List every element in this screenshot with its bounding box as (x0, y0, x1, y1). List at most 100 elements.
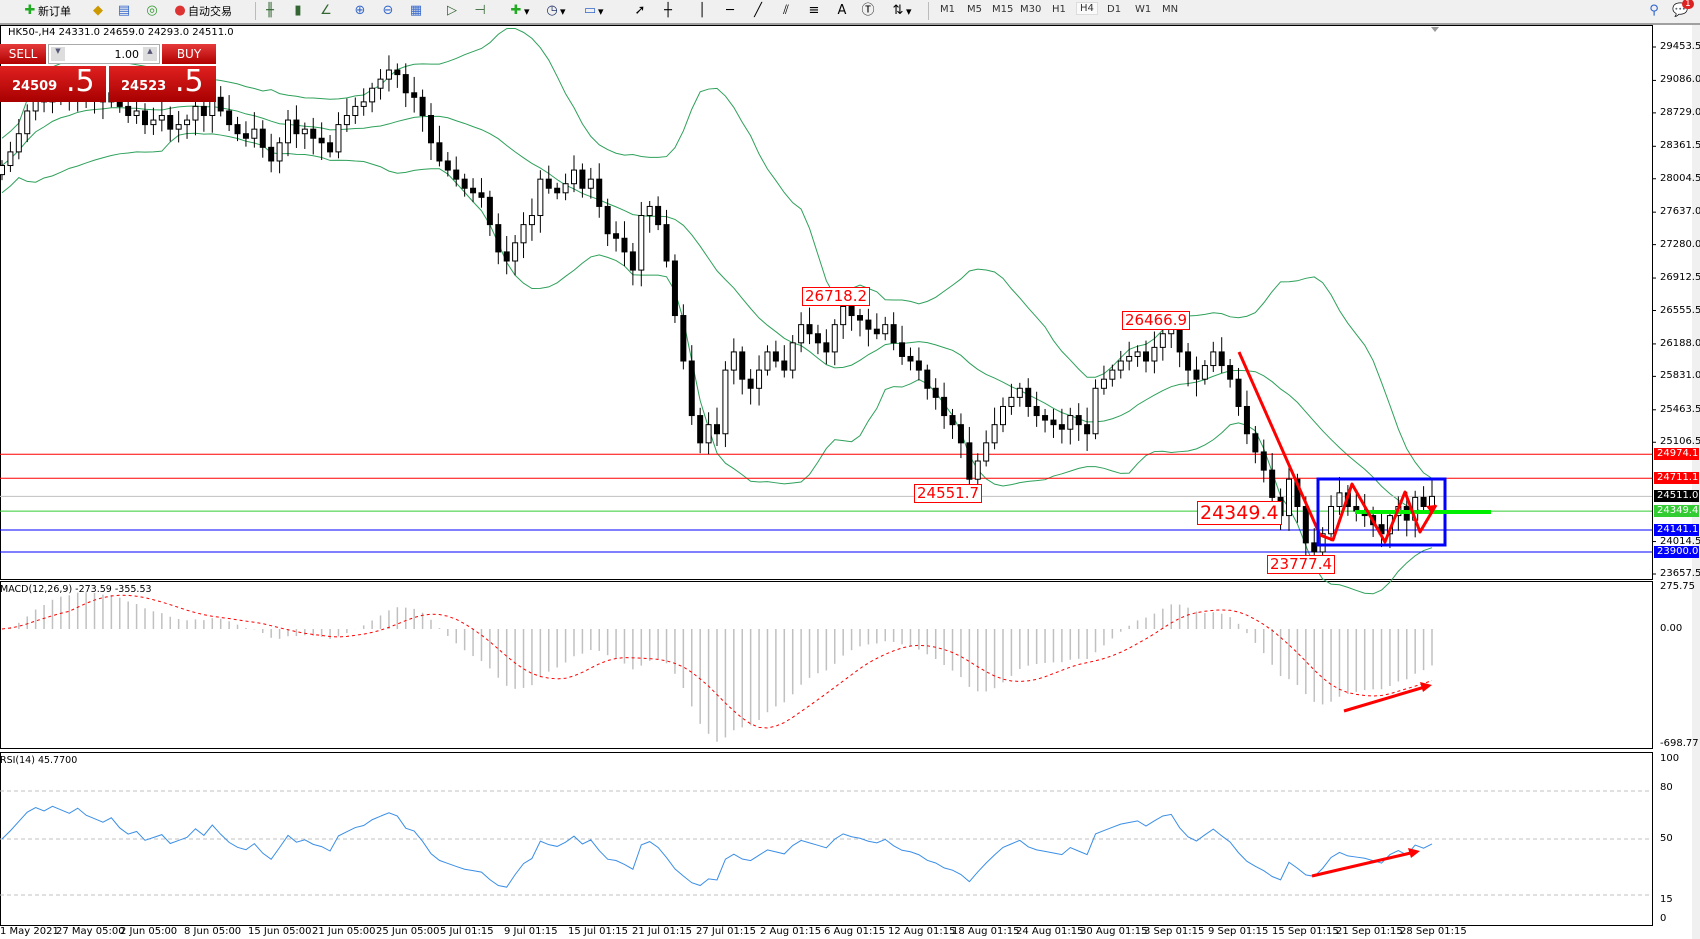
candle-bearish (747, 378, 754, 389)
candle-bullish (1126, 355, 1133, 362)
auto-scroll-button[interactable]: ▷ (444, 2, 460, 20)
candle-bearish (814, 333, 821, 344)
text-icon: A (837, 3, 847, 18)
notifications-button[interactable]: 💬 1 (1672, 0, 1694, 20)
candle-bullish (1286, 478, 1292, 517)
candle-bearish (1269, 469, 1276, 498)
timeframe-m1[interactable]: M1 (940, 4, 955, 15)
price-axis-label: 23657.5 (1660, 568, 1700, 579)
channel-button[interactable]: ⫽ (778, 2, 794, 20)
fibonacci-button[interactable]: ≡ (806, 2, 822, 20)
cursor-button[interactable]: ➚ (632, 2, 648, 20)
arrows-icon: ⇅ (892, 3, 904, 18)
timeframe-m5[interactable]: M5 (967, 4, 982, 15)
candle-bullish (764, 351, 771, 371)
price-annotation[interactable]: 23777.4 (1267, 555, 1336, 574)
timeframe-d1[interactable]: D1 (1107, 4, 1122, 15)
periods-button[interactable]: ◷ ▾ (544, 2, 565, 20)
candle-bearish (293, 119, 300, 135)
one-click-trading-panel: SELL ▼ 1.00 ▲ BUY 24509.5 24523.5 (0, 44, 216, 102)
time-axis-label: 12 Aug 01:15 (888, 926, 956, 937)
candle-bearish (419, 96, 426, 117)
rsi-axis-label: 50 (1660, 833, 1673, 844)
templates-button[interactable]: ▭ ▾ (583, 3, 604, 18)
candle-bearish (966, 442, 973, 480)
candle-bearish (200, 105, 207, 117)
candle-bullish (520, 224, 527, 244)
vertical-line-button[interactable]: │ (694, 2, 710, 20)
lot-stepper[interactable]: ▼ 1.00 ▲ (48, 44, 160, 64)
auto-trading-button[interactable]: ● 自动交易 (172, 2, 232, 20)
candle-bearish (1176, 328, 1183, 353)
level-tag: 24974.1 (1654, 448, 1699, 461)
search-button[interactable]: ⚲ (1646, 2, 1662, 20)
line-chart-button[interactable]: ∠ (318, 2, 334, 20)
crosshair-button[interactable]: ┼ (660, 2, 676, 20)
text-label-button[interactable]: Ⓣ (860, 2, 876, 20)
price-annotation[interactable]: 26466.9 (1122, 311, 1191, 330)
candle-bearish (915, 360, 922, 371)
timeframe-h4[interactable]: H4 (1076, 2, 1098, 15)
candle-bearish (596, 178, 603, 207)
increase-lot-icon[interactable]: ▲ (143, 47, 157, 61)
zoom-in-button[interactable]: ⊕ (352, 2, 368, 20)
buy-button[interactable]: BUY (162, 44, 216, 64)
price-annotation[interactable]: 24551.7 (914, 484, 983, 503)
price-axis-label: 25106.5 (1660, 436, 1700, 448)
candle-bearish (1143, 351, 1149, 362)
price-annotation[interactable]: 26718.2 (802, 287, 871, 306)
new-order-button[interactable]: ✚ 新订单 (22, 2, 71, 20)
candle-chart-button[interactable]: ▮ (290, 2, 306, 20)
buy-price[interactable]: 24523.5 (109, 64, 216, 102)
zoom-out-icon: ⊖ (382, 3, 394, 18)
toolbar: ✚ 新订单 ◆ ▤ ◎ ● 自动交易 ╫ ▮ ∠ ⊕ ⊖ ▦ ▷ ⊣ ✚ ▾ ◷ ▾ ▭… (0, 0, 1700, 25)
crosshair-icon: ┼ (664, 3, 672, 18)
time-axis-label: 15 Jun 05:00 (248, 926, 312, 937)
candle-bullish (276, 142, 283, 162)
candle-bullish (7, 151, 14, 167)
trendline-button[interactable]: ╱ (750, 2, 766, 20)
price-annotation[interactable]: 24349.4 (1197, 501, 1282, 525)
bar-chart-button[interactable]: ╫ (262, 2, 278, 20)
sell-button[interactable]: SELL (0, 44, 46, 64)
signals-button[interactable]: ◎ (144, 2, 160, 20)
candle-bearish (899, 342, 906, 357)
bollinger-lower (1, 132, 1433, 595)
timeframe-w1[interactable]: W1 (1135, 4, 1152, 15)
horizontal-line-icon: ─ (726, 3, 734, 18)
market-watch-button[interactable]: ◆ (90, 2, 106, 20)
arrows-button[interactable]: ⇅ ▾ (890, 2, 912, 20)
chart-shift-button[interactable]: ⊣ (472, 2, 488, 20)
timeframe-mn[interactable]: MN (1162, 4, 1179, 15)
timeframe-m30[interactable]: M30 (1020, 4, 1042, 15)
text-button[interactable]: A (834, 2, 850, 20)
candle-bullish (301, 128, 308, 135)
timeframe-h1[interactable]: H1 (1052, 4, 1066, 15)
candle-bullish (1201, 365, 1208, 380)
bar-chart-icon: ╫ (266, 3, 274, 18)
candle-bullish (377, 78, 384, 89)
lot-input[interactable]: 1.00 (114, 48, 140, 61)
candle-bearish (486, 196, 493, 226)
candle-bearish (268, 146, 275, 162)
decrease-lot-icon[interactable]: ▼ (51, 47, 65, 61)
horizontal-line-button[interactable]: ─ (722, 2, 738, 20)
sell-price[interactable]: 24509.5 (0, 64, 106, 102)
rsi-axis-label: 15 (1660, 894, 1673, 905)
tile-windows-button[interactable]: ▦ (408, 2, 424, 20)
indicators-button[interactable]: ✚ ▾ (508, 2, 530, 20)
navigator-button[interactable]: ▤ (116, 2, 132, 20)
macd-axis-label: 0.00 (1660, 623, 1683, 634)
candle-bullish (646, 205, 653, 217)
text-label-icon: Ⓣ (861, 3, 875, 18)
candle-bullish (730, 351, 737, 371)
timeframe-m15[interactable]: M15 (992, 4, 1014, 15)
gold-icon: ◆ (93, 3, 103, 18)
candle-bearish (613, 233, 620, 239)
candle-bullish (24, 110, 31, 135)
zoom-out-button[interactable]: ⊖ (380, 2, 396, 20)
candle-bullish (15, 133, 22, 153)
auto-scroll-icon: ▷ (447, 3, 457, 18)
candle-bullish (0, 165, 5, 176)
